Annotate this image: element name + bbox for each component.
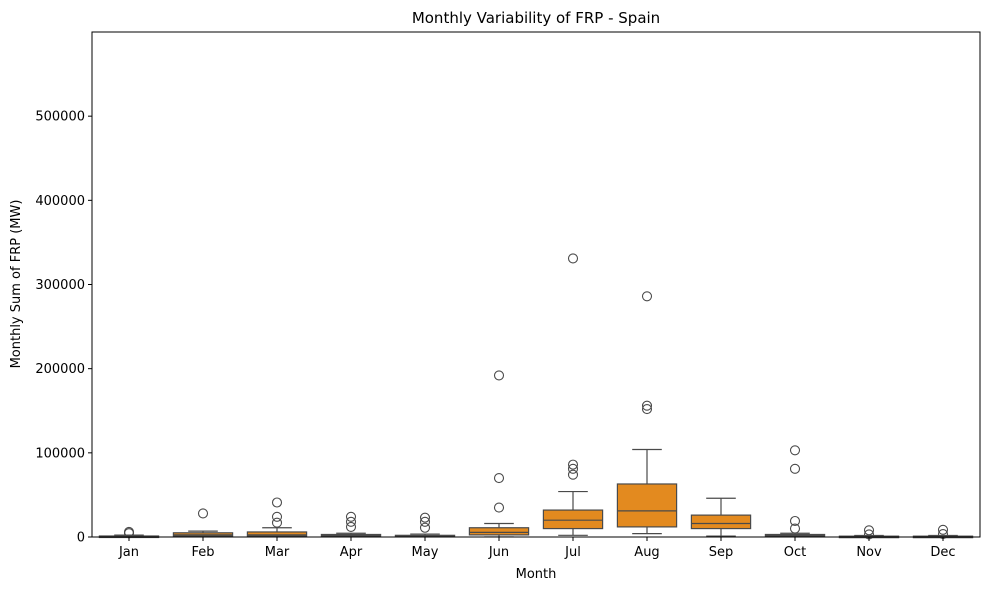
y-tick-label: 0 [77, 531, 85, 546]
box-group-feb [172, 508, 234, 538]
iqr-box [616, 483, 678, 528]
box-group-aug [616, 291, 678, 535]
y-tick-label: 500000 [35, 110, 85, 125]
outlier-point [567, 463, 579, 474]
outlier-point [419, 516, 431, 527]
outlier-point [789, 515, 801, 527]
y-tick-label: 100000 [35, 446, 85, 461]
box-group-jun [468, 370, 530, 538]
y-axis: 0 100000 200000 300000 400000 500000 [35, 110, 92, 546]
x-tick-label: Apr [340, 545, 363, 560]
plot-frame [91, 31, 981, 538]
outlier-point [789, 463, 801, 474]
outlier-point [271, 511, 283, 522]
outlier-point [937, 524, 949, 535]
outlier-point [863, 525, 875, 536]
outlier-point [493, 370, 505, 381]
chart-title: Monthly Variability of FRP - Spain [412, 9, 660, 27]
outlier-point [123, 526, 135, 538]
x-tick-label: Oct [784, 545, 806, 560]
x-tick-label: Jan [118, 545, 139, 560]
outlier-point [567, 253, 579, 264]
box-group-oct [764, 445, 826, 538]
iqr-box [690, 514, 752, 530]
box-group-mar [246, 497, 308, 538]
x-axis: Jan Feb Mar Apr May Jun Jul Aug Sep Oct Nov Dec [118, 537, 956, 560]
y-tick-label: 300000 [35, 278, 85, 293]
box-group-sep [690, 497, 752, 537]
x-tick-label: Jul [564, 545, 581, 560]
outlier-point [567, 459, 579, 470]
x-tick-label: Sep [709, 545, 734, 560]
plot-area [98, 253, 974, 540]
outlier-point [271, 517, 283, 528]
outlier-point [345, 511, 357, 522]
outlier-point [567, 469, 579, 480]
outlier-point [493, 473, 505, 484]
x-axis-label: Month [516, 567, 557, 582]
y-axis-label: Monthly Sum of FRP (MW) [9, 200, 24, 369]
x-tick-label: May [412, 545, 439, 560]
x-tick-label: Aug [634, 545, 659, 560]
outlier-point [345, 521, 357, 532]
box-group-may [394, 512, 456, 538]
outlier-point [271, 497, 283, 508]
outlier-point [197, 508, 209, 519]
iqr-box [542, 509, 604, 530]
outlier-point [419, 522, 431, 533]
outlier-point [789, 523, 801, 534]
iqr-box [246, 531, 308, 537]
box-group-jan [98, 526, 160, 539]
outlier-point [641, 404, 653, 415]
outlier-point [419, 512, 431, 523]
x-tick-label: Mar [265, 545, 290, 560]
outlier-point [789, 445, 801, 456]
x-tick-label: Nov [856, 545, 882, 560]
outlier-point [641, 291, 653, 302]
x-tick-label: Feb [191, 545, 214, 560]
y-tick-label: 400000 [35, 194, 85, 209]
box-group-apr [320, 511, 382, 538]
box-group-jul [542, 253, 604, 536]
x-tick-label: Dec [930, 545, 955, 560]
iqr-box [468, 527, 530, 536]
x-tick-label: Jun [488, 545, 509, 560]
y-tick-label: 200000 [35, 362, 85, 377]
outlier-point [641, 400, 653, 411]
outlier-point [345, 516, 357, 527]
outlier-point [493, 502, 505, 513]
